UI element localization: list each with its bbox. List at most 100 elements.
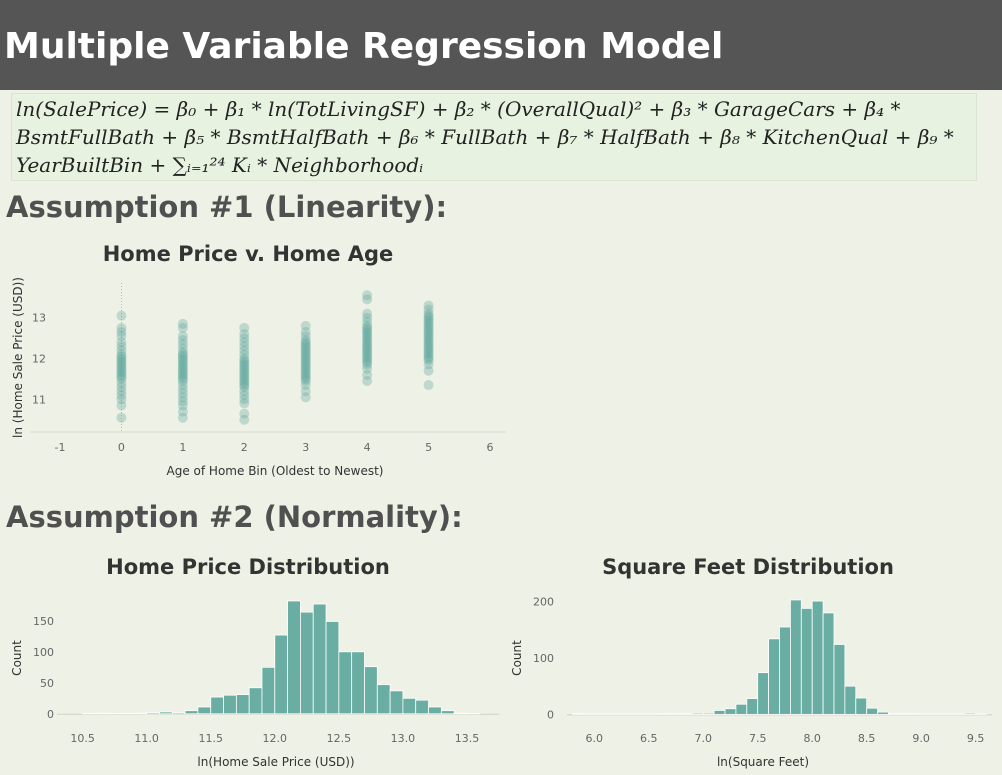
scatter-point — [362, 337, 373, 348]
sqft-hist-bar — [866, 707, 878, 715]
scatter-y-axis-label: ln (Home Sale Price (USD)) — [11, 277, 25, 438]
scatter-point — [423, 345, 434, 356]
scatter-point — [423, 359, 434, 370]
scatter-point — [116, 373, 127, 384]
price-hist-x-tick-label: 10.5 — [70, 732, 95, 745]
scatter-point — [239, 363, 250, 374]
scatter-point — [239, 359, 250, 370]
sqft-hist-y-axis-label: Count — [510, 640, 524, 676]
price-hist-bar — [364, 666, 378, 715]
scatter-point — [177, 349, 188, 360]
scatter-point — [300, 392, 311, 403]
price-hist-bar — [325, 621, 340, 715]
price-hist-x-tick-label: 13.0 — [391, 732, 416, 745]
price-hist-x-tick-label: 12.5 — [327, 732, 352, 745]
scatter-point — [239, 333, 250, 344]
scatter-point — [177, 375, 188, 386]
scatter-point — [362, 333, 373, 344]
scatter-point — [239, 382, 250, 393]
sqft-hist-bar — [800, 608, 813, 715]
scatter-point — [423, 331, 434, 342]
scatter-point — [362, 339, 373, 350]
scatter-point — [177, 367, 188, 378]
sqft-hist-x-tick-label: 7.5 — [749, 732, 767, 745]
scatter-point — [177, 351, 188, 362]
price-hist-bar — [274, 634, 289, 715]
scatter-point — [239, 394, 250, 405]
scatter-point — [177, 357, 188, 368]
price-hist-bar — [440, 710, 455, 715]
scatter-y-tick-label: 11 — [32, 393, 46, 406]
scatter-point — [423, 351, 434, 362]
price-hist-y-tick-label: 100 — [33, 646, 54, 659]
linearity-section-title: Assumption #1 (Linearity): — [6, 190, 448, 224]
scatter-point — [423, 329, 434, 340]
scatter-point — [177, 335, 188, 346]
sqft-hist-bar — [757, 672, 770, 715]
scatter-point — [300, 375, 311, 386]
scatter-point — [116, 310, 127, 321]
price-hist-bar — [197, 706, 212, 715]
scatter-point — [177, 343, 188, 354]
sqft-hist-bar — [909, 713, 922, 715]
scatter-point — [116, 371, 127, 382]
sqft-hist-bar — [670, 713, 682, 715]
scatter-point — [423, 347, 434, 358]
scatter-x-tick-label: 2 — [241, 441, 248, 454]
scatter-point — [239, 414, 250, 425]
scatter-point — [239, 390, 250, 401]
scatter-point — [300, 355, 311, 366]
sqft-histogram-title: Square Feet Distribution — [602, 555, 894, 579]
scatter-point — [300, 365, 311, 376]
scatter-point — [116, 386, 127, 397]
scatter-point — [362, 331, 373, 342]
sqft-hist-bar — [833, 644, 846, 715]
scatter-point — [300, 345, 311, 356]
price-hist-x-tick-label: 13.5 — [455, 732, 480, 745]
scatter-point — [423, 312, 434, 323]
price-hist-bar — [95, 712, 109, 715]
scatter-y-tick-label: 12 — [32, 353, 46, 366]
scatter-y-tick-label: 13 — [32, 312, 46, 325]
sqft-hist-x-tick-label: 9.5 — [967, 732, 985, 745]
price-hist-bar — [415, 699, 429, 715]
scatter-point — [116, 365, 127, 376]
sqft-hist-bar — [681, 713, 693, 715]
scatter-point — [362, 345, 373, 356]
scatter-point — [239, 367, 250, 378]
scatter-point — [300, 359, 311, 370]
sqft-hist-bar — [724, 708, 737, 715]
scatter-point — [177, 384, 188, 395]
scatter-point — [116, 357, 127, 368]
scatter-point — [362, 353, 373, 364]
sqft-hist-y-tick-label: 100 — [533, 652, 554, 665]
scatter-point — [362, 357, 373, 368]
price-hist-bar — [402, 697, 417, 715]
scatter-point — [239, 355, 250, 366]
scatter-point — [239, 349, 250, 360]
scatter-point — [116, 400, 127, 411]
price-hist-bar — [223, 694, 237, 715]
scatter-point — [116, 359, 127, 370]
scatter-point — [423, 316, 434, 327]
scatter-point — [362, 349, 373, 360]
price-hist-bar — [159, 711, 173, 715]
normality-section-title: Assumption #2 (Normality): — [6, 500, 463, 534]
scatter-point — [177, 359, 188, 370]
scatter-point — [239, 398, 250, 409]
scatter-point — [239, 353, 250, 364]
scatter-point — [239, 378, 250, 389]
scatter-point — [116, 382, 127, 393]
scatter-point — [239, 380, 250, 391]
scatter-point — [239, 345, 250, 356]
scatter-point — [423, 300, 434, 311]
scatter-point — [423, 333, 434, 344]
scatter-point — [116, 351, 127, 362]
scatter-x-tick-label: 4 — [364, 441, 371, 454]
scatter-point — [300, 341, 311, 352]
price-hist-x-tick-label: 11.5 — [198, 732, 223, 745]
scatter-point — [362, 351, 373, 362]
scatter-point — [239, 386, 250, 397]
scatter-point — [300, 349, 311, 360]
